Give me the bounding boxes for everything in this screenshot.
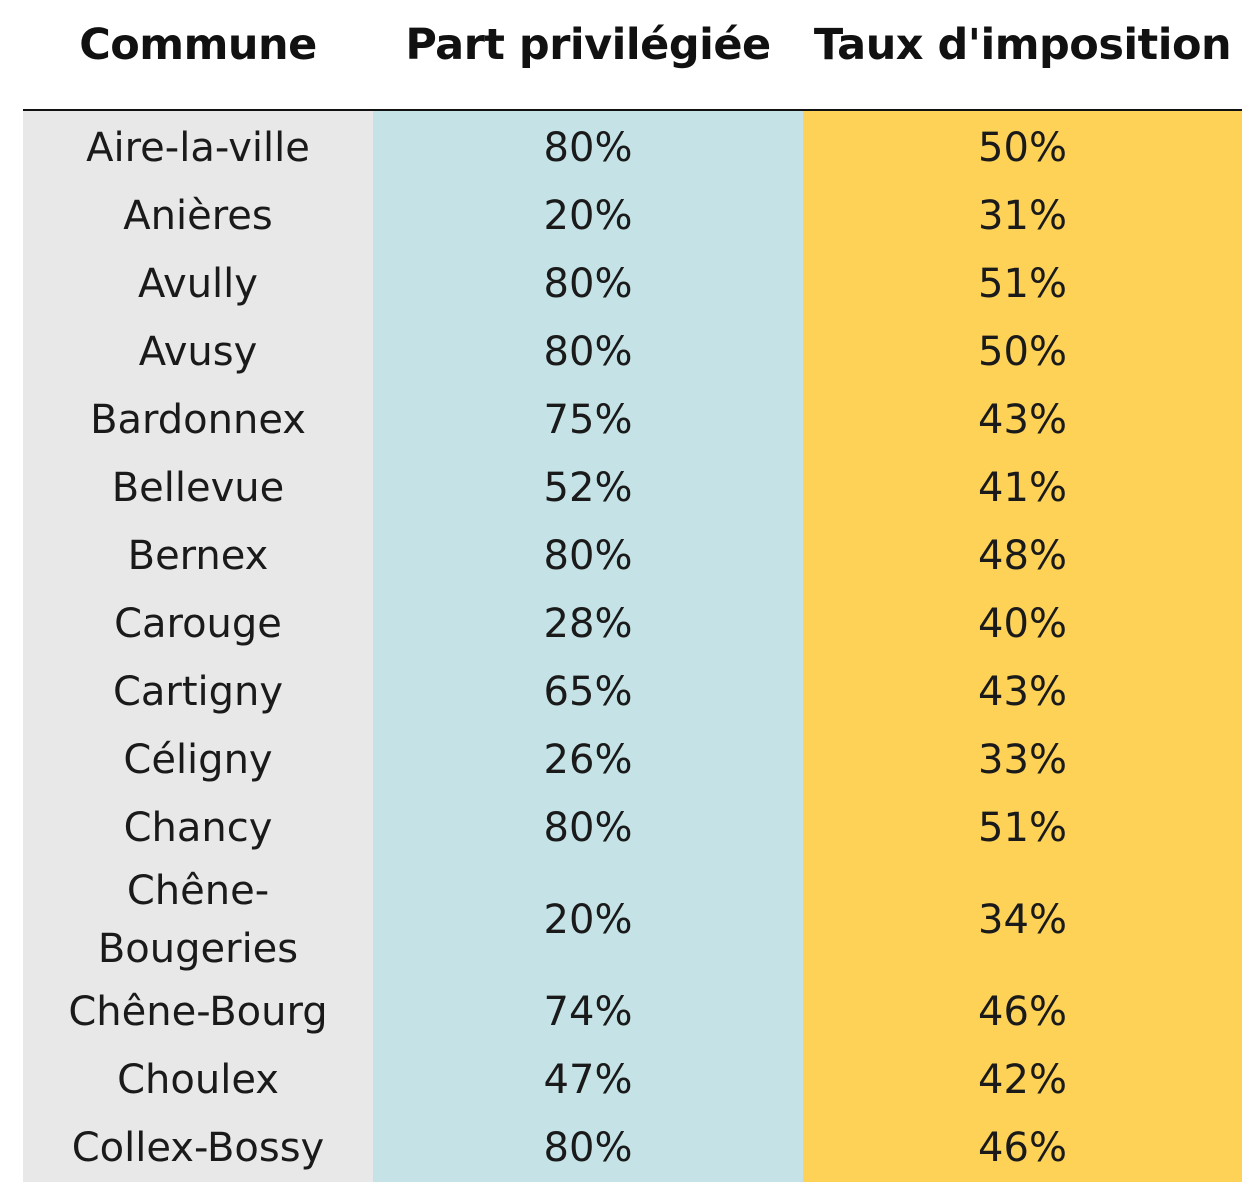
part-column-background: [373, 111, 803, 1182]
taux-cell: 51%: [978, 261, 1067, 307]
taux-cell: 42%: [978, 1057, 1067, 1103]
commune-cell: Chancy: [123, 805, 273, 851]
commune-cell: Chêne- Bougeries: [23, 862, 373, 978]
part-cell: 26%: [543, 737, 633, 783]
taux-cell: 43%: [978, 397, 1067, 443]
taux-cell: 46%: [978, 1125, 1067, 1171]
commune-column-background: [23, 111, 373, 1182]
part-cell: 28%: [543, 601, 633, 647]
taux-column-background: [803, 111, 1242, 1182]
taux-cell: 43%: [978, 669, 1067, 715]
part-cell: 75%: [543, 397, 633, 443]
taux-cell: 33%: [978, 737, 1067, 783]
part-cell: 20%: [543, 897, 633, 943]
commune-cell-line-1: Chêne-: [126, 868, 270, 914]
commune-cell-line-2: Bougeries: [97, 926, 299, 972]
header-divider: [23, 109, 1242, 111]
commune-cell: Anières: [123, 193, 273, 239]
commune-cell: Bernex: [127, 533, 269, 579]
table-row: Céligny 26% 33%: [0, 726, 1256, 794]
table-row: Avully 80% 51%: [0, 250, 1256, 318]
table-row: Aire-la-ville 80% 50%: [0, 114, 1256, 182]
commune-cell: Collex-Bossy: [71, 1125, 325, 1171]
table-row: Avusy 80% 50%: [0, 318, 1256, 386]
part-cell: 74%: [543, 989, 633, 1035]
header-taux-imposition: Taux d'imposition: [813, 20, 1232, 70]
table-row: Cartigny 65% 43%: [0, 658, 1256, 726]
table-row: Collex-Bossy 80% 46%: [0, 1114, 1256, 1182]
part-cell: 80%: [543, 1125, 633, 1171]
part-cell: 80%: [543, 125, 633, 171]
taux-cell: 40%: [978, 601, 1067, 647]
taux-cell: 46%: [978, 989, 1067, 1035]
commune-cell: Avully: [138, 261, 258, 307]
header-commune: Commune: [79, 20, 317, 70]
commune-cell: Bellevue: [111, 465, 285, 511]
part-cell: 80%: [543, 533, 633, 579]
table-row: Choulex 47% 42%: [0, 1046, 1256, 1114]
commune-cell: Chêne-Bourg: [68, 989, 328, 1035]
taux-cell: 51%: [978, 805, 1067, 851]
part-cell: 80%: [543, 261, 633, 307]
table-row: Chêne- Bougeries 20% 34%: [0, 862, 1256, 978]
part-cell: 47%: [543, 1057, 633, 1103]
taux-cell: 48%: [978, 533, 1067, 579]
header-part-privilegiee: Part privilégiée: [405, 20, 771, 70]
commune-cell: Céligny: [123, 737, 273, 783]
part-cell: 52%: [543, 465, 633, 511]
table-body: Aire-la-ville 80% 50% Anières 20% 31% Av…: [0, 114, 1256, 1182]
taux-cell: 50%: [978, 125, 1067, 171]
table-row: Bellevue 52% 41%: [0, 454, 1256, 522]
taux-cell: 31%: [978, 193, 1067, 239]
part-cell: 20%: [543, 193, 633, 239]
table-row: Chancy 80% 51%: [0, 794, 1256, 862]
part-cell: 80%: [543, 805, 633, 851]
table-row: Anières 20% 31%: [0, 182, 1256, 250]
part-cell: 80%: [543, 329, 633, 375]
taux-cell: 41%: [978, 465, 1067, 511]
table-row: Carouge 28% 40%: [0, 590, 1256, 658]
commune-cell: Carouge: [114, 601, 282, 647]
commune-cell: Bardonnex: [90, 397, 306, 443]
taux-cell: 50%: [978, 329, 1067, 375]
commune-cell: Choulex: [117, 1057, 279, 1103]
commune-cell: Avusy: [138, 329, 258, 375]
table-header: Commune Part privilégiée Taux d'impositi…: [0, 0, 1256, 110]
taux-cell: 34%: [978, 897, 1067, 943]
table-row: Bardonnex 75% 43%: [0, 386, 1256, 454]
table-row: Bernex 80% 48%: [0, 522, 1256, 590]
part-cell: 65%: [543, 669, 633, 715]
table-row: Chêne-Bourg 74% 46%: [0, 978, 1256, 1046]
commune-cell: Aire-la-ville: [86, 125, 310, 171]
commune-cell: Cartigny: [112, 669, 284, 715]
